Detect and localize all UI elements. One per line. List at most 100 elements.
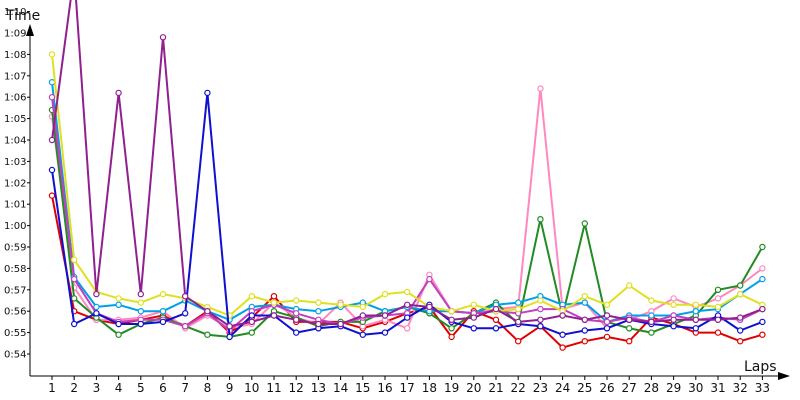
data-point	[115, 301, 122, 308]
data-point	[337, 320, 344, 328]
data-point	[204, 308, 211, 315]
y-tick-label: 1:00	[4, 221, 26, 232]
x-tick-label: 27	[622, 381, 637, 395]
data-point	[270, 293, 278, 300]
data-point	[581, 293, 589, 300]
series-6	[48, 51, 766, 319]
data-point	[492, 316, 500, 323]
x-tick-label: 2	[70, 381, 78, 395]
data-point	[70, 295, 78, 302]
y-tick-label: 1:07	[4, 71, 26, 82]
x-tick-label: 17	[400, 381, 415, 395]
x-axis-title: Laps	[744, 359, 777, 375]
data-point	[293, 297, 300, 304]
x-axis-arrow	[778, 372, 790, 380]
data-point	[381, 312, 389, 319]
y-tick-label: 1:09	[4, 29, 26, 40]
y-tick-label: 0:54	[4, 350, 26, 361]
data-point	[115, 89, 122, 97]
data-point	[515, 338, 522, 345]
data-point	[404, 314, 411, 321]
data-point	[648, 312, 655, 319]
data-point	[359, 312, 366, 319]
data-point	[337, 301, 344, 308]
data-point	[293, 329, 300, 336]
y-axis-arrow	[26, 24, 34, 36]
data-point	[692, 325, 700, 332]
data-point	[670, 316, 677, 323]
y-tick-label: 1:05	[4, 114, 26, 125]
data-point	[315, 299, 322, 306]
data-point	[603, 301, 611, 308]
data-point	[737, 290, 744, 298]
data-point	[537, 297, 544, 304]
data-point	[159, 290, 167, 298]
x-tick-label: 19	[444, 381, 459, 395]
data-point	[181, 310, 189, 317]
data-point	[759, 265, 766, 272]
x-tick-label: 18	[422, 381, 437, 395]
data-point	[270, 312, 278, 319]
x-tick-label: 28	[644, 381, 659, 395]
data-point	[70, 275, 78, 283]
x-tick-label: 14	[333, 381, 348, 395]
data-point	[426, 303, 433, 311]
data-point	[159, 34, 167, 41]
x-tick-label: 33	[755, 381, 770, 395]
data-point	[248, 329, 255, 336]
x-tick-label: 24	[555, 381, 570, 395]
x-tick-label: 4	[115, 381, 123, 395]
data-point	[93, 310, 100, 317]
data-point	[692, 301, 700, 308]
data-point	[359, 303, 366, 311]
y-tick-label: 0:57	[4, 285, 26, 296]
data-point	[426, 275, 433, 283]
data-point	[226, 323, 233, 330]
data-point	[714, 295, 722, 302]
series-line	[51, 82, 763, 323]
data-point	[515, 318, 522, 326]
data-point	[537, 316, 544, 323]
data-point	[759, 331, 766, 338]
data-point	[470, 325, 477, 332]
x-tick-label: 23	[533, 381, 548, 395]
data-point	[381, 329, 389, 336]
x-tick-label: 9	[226, 381, 234, 395]
data-point	[648, 318, 655, 326]
data-point	[470, 314, 477, 321]
data-point	[470, 301, 477, 308]
x-tick-label: 13	[311, 381, 326, 395]
x-axis-ticks: 1 2 3 4 5 6 7 8 9 10 11 12 13 14 15 16 17 18 19 20 21 22 23 24 2…	[48, 376, 770, 395]
data-point	[93, 303, 100, 311]
data-point	[559, 331, 566, 338]
y-axis-ticks: 0:54 0:55 0:56 0:57 0:58 0:59 1:00 1:01 1:02 1:03…	[4, 7, 30, 361]
data-point	[537, 323, 544, 330]
y-tick-label: 1:10	[4, 7, 26, 18]
data-point	[737, 338, 744, 345]
data-point	[603, 312, 611, 319]
data-point	[293, 316, 300, 323]
data-point	[714, 303, 722, 311]
data-point	[581, 327, 589, 334]
data-point	[626, 325, 633, 332]
data-point	[404, 325, 411, 332]
x-tick-label: 30	[688, 381, 703, 395]
data-point	[492, 305, 500, 313]
x-tick-label: 32	[733, 381, 748, 395]
data-point	[648, 297, 655, 304]
data-point	[404, 301, 411, 308]
data-point	[515, 299, 522, 306]
x-tick-label: 20	[466, 381, 481, 395]
x-tick-label: 12	[289, 381, 304, 395]
data-point	[692, 316, 700, 323]
y-tick-label: 1:03	[4, 157, 26, 168]
data-point	[670, 301, 677, 308]
data-point	[181, 323, 189, 330]
x-tick-label: 16	[377, 381, 392, 395]
data-point	[48, 192, 56, 199]
data-point	[670, 323, 677, 330]
data-point	[492, 325, 500, 332]
x-tick-label: 25	[577, 381, 592, 395]
data-point	[581, 299, 589, 306]
x-tick-label: 31	[710, 381, 725, 395]
